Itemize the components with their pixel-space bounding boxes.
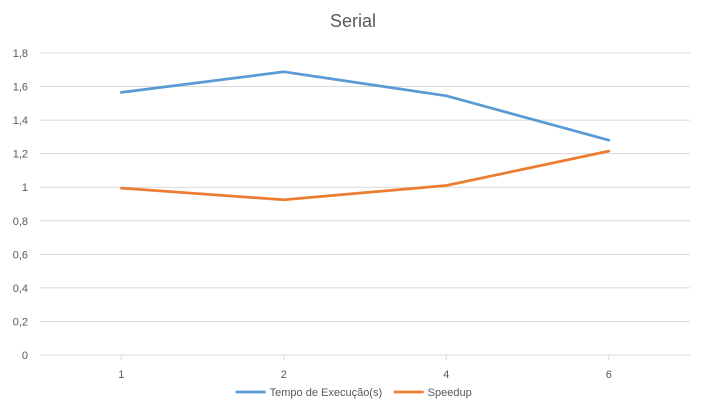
series-line-2 bbox=[119, 149, 611, 202]
y-tick-label: 1,2 bbox=[13, 149, 28, 161]
series-line-1 bbox=[119, 70, 611, 142]
legend-item: Speedup bbox=[393, 387, 472, 399]
y-tick-label: 1 bbox=[22, 182, 28, 194]
legend-item: Tempo de Execução(s) bbox=[235, 387, 383, 399]
y-tick-label: 1,4 bbox=[13, 115, 28, 127]
y-tick-label: 0,8 bbox=[13, 216, 28, 228]
x-tick-label: 4 bbox=[443, 369, 449, 381]
legend-label: Tempo de Execução(s) bbox=[270, 387, 383, 399]
y-tick-label: 0,2 bbox=[13, 316, 28, 328]
y-tick-label: 0 bbox=[22, 350, 28, 362]
y-tick-label: 1,8 bbox=[13, 48, 28, 60]
y-tick-label: 0,6 bbox=[13, 249, 28, 261]
y-tick-label: 1,6 bbox=[13, 82, 28, 94]
series-lines bbox=[119, 70, 611, 202]
y-axis-ticks: 0 0,2 0,4 0,6 0,8 1 1,2 1,4 1,6 1,8 bbox=[13, 48, 28, 362]
gridlines bbox=[40, 52, 690, 356]
x-tick-label: 1 bbox=[118, 369, 124, 381]
x-tick-label: 6 bbox=[606, 369, 612, 381]
x-axis-ticks: 1 2 4 6 bbox=[118, 355, 612, 381]
chart-title: Serial bbox=[330, 11, 376, 31]
legend-label: Speedup bbox=[428, 387, 472, 399]
y-tick-label: 0,4 bbox=[13, 283, 28, 295]
x-tick-label: 2 bbox=[281, 369, 287, 381]
legend: Tempo de Execução(s) Speedup bbox=[235, 387, 472, 399]
